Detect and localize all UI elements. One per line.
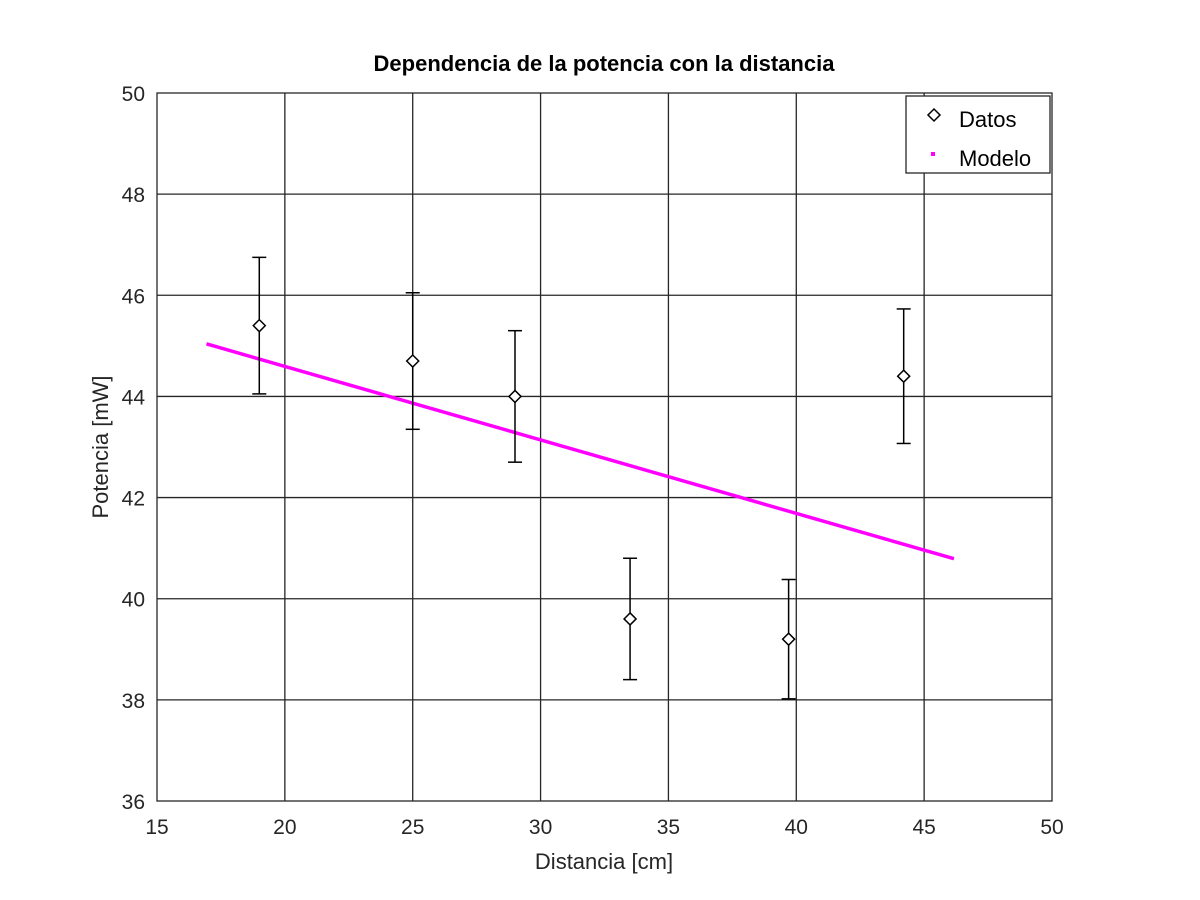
y-tick-label: 36 — [122, 791, 145, 814]
legend-label-modelo: Modelo — [959, 146, 1031, 171]
data-point — [781, 578, 796, 700]
diamond-marker — [507, 389, 523, 404]
data-point — [623, 557, 638, 681]
model-series — [205, 342, 955, 561]
plot-area — [157, 93, 1052, 801]
x-tick-label: 50 — [1040, 816, 1063, 839]
legend-box — [905, 95, 1051, 174]
diamond-marker — [405, 353, 420, 369]
x-axis-label: Distancia [cm] — [535, 849, 673, 874]
legend-marker-diamond-icon — [926, 107, 942, 123]
y-axis-label: Potencia [mW] — [88, 375, 113, 518]
y-tick-label: 38 — [122, 690, 145, 713]
legend-label-datos: Datos — [959, 107, 1016, 132]
y-tick-label: 40 — [122, 589, 145, 612]
x-tick-label: 15 — [145, 816, 168, 839]
x-tick-label: 20 — [273, 816, 296, 839]
diamond-marker — [781, 632, 796, 647]
diamond-marker — [252, 318, 267, 333]
x-tick-label: 40 — [785, 816, 808, 839]
data-point — [896, 308, 911, 445]
y-tick-label: 46 — [122, 285, 145, 308]
chart-title: Dependencia de la potencia con la distan… — [374, 51, 836, 76]
diamond-marker — [896, 369, 911, 384]
model-line — [205, 342, 955, 561]
axis-ticks: 15 20 25 30 35 40 45 50 36 38 40 42 44 46 48 50 — [122, 83, 1064, 839]
x-tick-label: 25 — [401, 816, 424, 839]
x-tick-label: 35 — [657, 816, 680, 839]
grid-lines — [157, 93, 1052, 801]
y-tick-label: 42 — [122, 488, 145, 511]
data-point — [405, 292, 420, 431]
y-tick-label: 48 — [122, 184, 145, 207]
data-point — [252, 256, 267, 395]
data-point — [507, 329, 523, 463]
x-tick-label: 45 — [912, 816, 935, 839]
data-series — [252, 256, 911, 700]
legend-marker-line-icon — [931, 152, 935, 156]
y-tick-label: 50 — [122, 83, 145, 106]
y-tick-label: 44 — [122, 386, 146, 409]
legend: Datos Modelo — [905, 95, 1051, 174]
x-tick-label: 30 — [529, 816, 552, 839]
diamond-marker — [623, 611, 638, 627]
plot-frame — [156, 92, 1053, 802]
